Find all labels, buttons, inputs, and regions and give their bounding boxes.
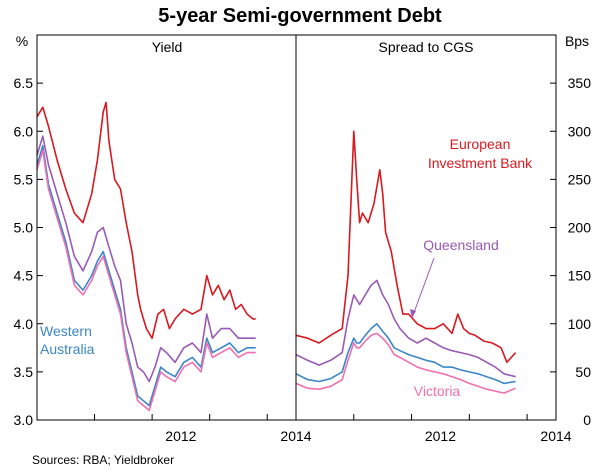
- y-tick-label-right: 300: [568, 123, 592, 139]
- series-line-queensland: [36, 135, 256, 383]
- axes: [36, 34, 557, 421]
- series-line-european-investment-bank: [36, 101, 256, 340]
- annotation-victoria: Victoria: [414, 383, 461, 399]
- left-unit-label: %: [16, 33, 28, 49]
- y-tick-label-right: 100: [568, 316, 592, 332]
- series-line-western-australia: [36, 144, 256, 407]
- y-tick-label-right: 150: [568, 268, 592, 284]
- y-tick-label-left: 4.5: [14, 268, 34, 284]
- y-tick-label-left: 5.0: [14, 220, 34, 236]
- annotation-western-line2: Australia: [40, 341, 95, 357]
- annotation-western-line1: Western: [40, 323, 92, 339]
- chart-title: 5-year Semi-government Debt: [158, 5, 442, 27]
- panel-title-spread: Spread to CGS: [379, 39, 474, 55]
- y-tick-label-right: 350: [568, 75, 592, 91]
- series-line-victoria: [36, 149, 256, 412]
- y-tick-label-left: 3.0: [14, 412, 34, 428]
- y-tick-label-right: 0: [583, 412, 591, 428]
- y-tick-label-left: 6.0: [14, 123, 34, 139]
- right-unit-label: Bps: [565, 33, 589, 49]
- series-lines: [36, 101, 517, 412]
- tick-labels: 3.0 3.5 4.0 4.5 5.0 5.5 6.0 6.5 2012 2014 0 50 100 15…: [14, 75, 592, 444]
- y-tick-label-left: 5.5: [14, 171, 34, 187]
- series-line-queensland: [295, 279, 516, 378]
- x-tick-label: 2012: [425, 428, 456, 444]
- panel-title-yield: Yield: [152, 39, 183, 55]
- y-tick-label-left: 3.5: [14, 364, 34, 380]
- source-note: Sources: RBA; Yieldbroker: [32, 453, 174, 467]
- x-tick-label: 2014: [540, 428, 571, 444]
- x-tick-label: 2012: [165, 428, 196, 444]
- y-tick-label-left: 4.0: [14, 316, 34, 332]
- y-tick-label-right: 200: [568, 220, 592, 236]
- queensland-pointer: [411, 257, 435, 319]
- annotation-eib-line1: European: [450, 136, 511, 152]
- y-tick-label-right: 50: [575, 364, 591, 380]
- series-line-european-investment-bank: [295, 130, 517, 364]
- x-tick-label: 2014: [280, 428, 311, 444]
- annotation-eib-line2: Investment Bank: [428, 155, 533, 171]
- series-line-victoria: [295, 332, 516, 394]
- series-line-western-australia: [295, 322, 516, 385]
- queensland-pointer-arrowhead: [410, 309, 416, 318]
- annotation-queensland: Queensland: [423, 237, 499, 253]
- y-tick-label-right: 250: [568, 171, 592, 187]
- y-tick-label-left: 6.5: [14, 75, 34, 91]
